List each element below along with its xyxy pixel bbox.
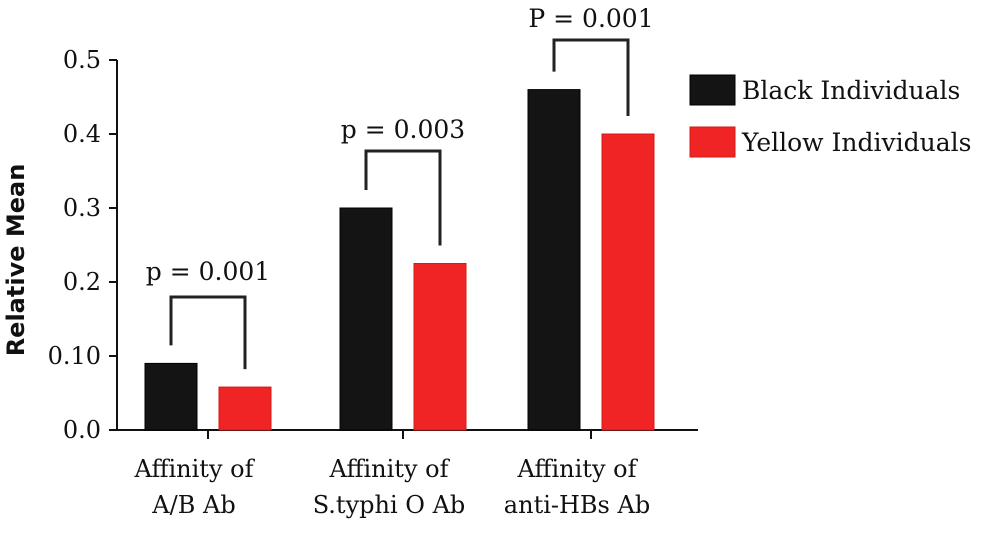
- bar-black-individuals: [527, 89, 581, 431]
- legend-swatch: [689, 126, 736, 158]
- significance-bracket: [364, 149, 442, 246]
- x-category-label: anti-HBs Ab: [504, 491, 650, 519]
- y-tick-label: 0.10: [48, 342, 101, 370]
- y-axis-label: Relative Mean: [2, 164, 30, 357]
- y-tick-label: 0.2: [63, 268, 101, 296]
- bars: [144, 89, 655, 431]
- x-category-label: Affinity of: [517, 455, 639, 483]
- x-category-label: A/B Ab: [151, 491, 235, 519]
- y-tick-label: 0.0: [63, 416, 101, 444]
- bar-yellow-individuals: [413, 263, 467, 431]
- legend: Black Individuals Yellow Individuals: [689, 74, 971, 158]
- p-value-label: p = 0.003: [341, 115, 465, 144]
- legend-label: Black Individuals: [742, 76, 960, 105]
- x-category-label: Affinity of: [329, 455, 451, 483]
- legend-swatch: [689, 74, 736, 106]
- significance-bracket: [169, 295, 247, 370]
- bar-yellow-individuals: [218, 386, 272, 431]
- bar-black-individuals: [144, 362, 198, 431]
- y-tick-label: 0.3: [63, 194, 101, 222]
- x-category-label: S.typhi O Ab: [313, 491, 466, 519]
- bar-yellow-individuals: [601, 133, 655, 431]
- axes: [116, 60, 698, 431]
- x-axis-labels: Affinity of A/B Ab Affinity of S.typhi O Ab…: [134, 430, 650, 519]
- y-tick-label: 0.4: [63, 120, 101, 148]
- x-category-label: Affinity of: [134, 455, 256, 483]
- significance-bracket: [552, 38, 630, 116]
- legend-label: Yellow Individuals: [741, 128, 971, 157]
- significance-brackets: p = 0.001 p = 0.003 P = 0.001: [146, 4, 654, 370]
- p-value-label: P = 0.001: [528, 4, 653, 33]
- bar-black-individuals: [339, 207, 393, 431]
- p-value-label: p = 0.001: [146, 257, 270, 286]
- y-axis-ticks: 0.0 0.10 0.2 0.3 0.4 0.5: [48, 46, 117, 444]
- y-tick-label: 0.5: [63, 46, 101, 74]
